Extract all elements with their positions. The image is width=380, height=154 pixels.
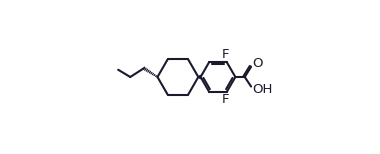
Polygon shape — [198, 75, 201, 79]
Text: F: F — [222, 93, 230, 106]
Text: F: F — [222, 48, 230, 61]
Text: OH: OH — [252, 83, 272, 96]
Text: O: O — [252, 57, 263, 71]
